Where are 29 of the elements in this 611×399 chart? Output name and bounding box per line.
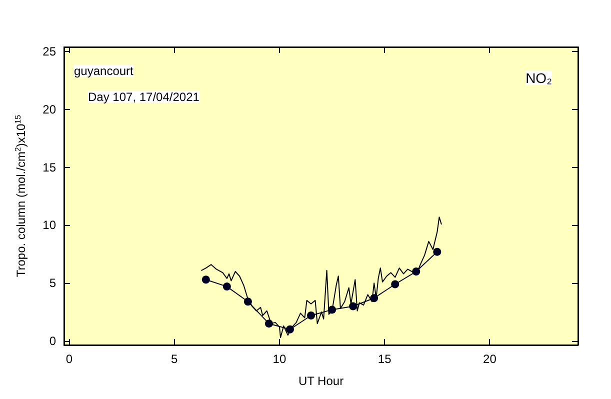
x-axis-title: UT Hour	[298, 374, 344, 388]
point	[307, 311, 316, 320]
x-tick-label: 15	[378, 352, 392, 366]
x-tick-label: 5	[171, 352, 178, 366]
y-axis-title: Tropo. column (mol./cm2)x1015	[14, 114, 28, 278]
y-tick-label: 20	[42, 102, 56, 116]
y-tick-label: 5	[49, 276, 56, 290]
annotation: Day 107, 17/04/2021	[88, 90, 200, 104]
point	[264, 320, 273, 328]
x-tick-label: 0	[66, 352, 73, 366]
line-series	[201, 216, 442, 338]
point	[433, 248, 442, 256]
x-tick-label: 10	[272, 352, 286, 366]
point	[244, 298, 252, 306]
point	[328, 306, 336, 314]
point	[349, 302, 358, 310]
point	[412, 268, 420, 276]
annotation: guyancourt	[74, 64, 134, 78]
point	[391, 280, 400, 288]
y-tick-label: 25	[42, 44, 56, 59]
y-tick-label: 15	[42, 160, 56, 174]
annotation: NO₂	[526, 70, 552, 86]
point	[370, 294, 378, 302]
point	[286, 325, 294, 334]
y-tick-label: 10	[42, 218, 56, 232]
point	[222, 282, 231, 291]
x-tick-label: 20	[483, 352, 497, 366]
point	[202, 276, 210, 284]
y-tick-label: 0	[49, 334, 56, 348]
